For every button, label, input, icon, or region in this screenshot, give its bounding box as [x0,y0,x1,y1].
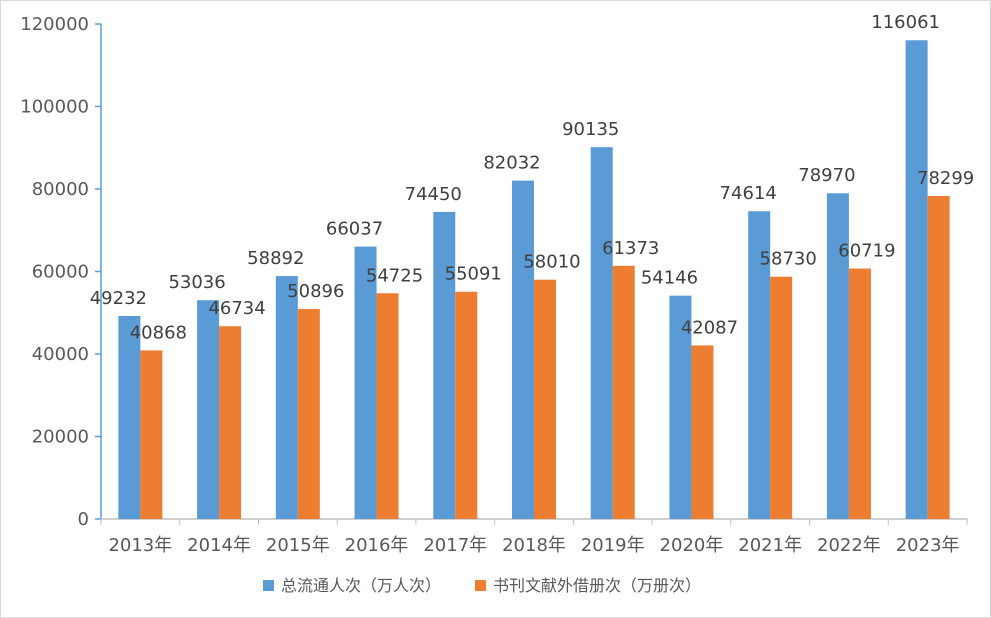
bar-total-circulation [590,147,613,520]
x-tick-label: 2019年 [581,535,645,556]
data-label: 50896 [287,281,344,302]
data-label: 46734 [208,298,265,319]
bar-books-borrowed [612,265,635,519]
data-label: 58892 [247,248,304,269]
data-label: 116061 [871,12,940,33]
bar-books-borrowed [455,291,478,519]
x-tick-label: 2023年 [896,535,960,556]
bar-books-borrowed [219,326,242,519]
bar-books-borrowed [140,350,163,519]
bar-books-borrowed [848,268,871,519]
legend-label: 总流通人次（万人次） [281,576,441,595]
data-label: 74614 [720,183,777,204]
bar-books-borrowed [376,293,399,519]
bar-total-circulation [512,180,534,520]
data-label: 40868 [130,322,187,343]
bar-total-circulation [433,211,456,520]
bar-books-borrowed [691,345,714,519]
data-label: 58010 [523,252,580,273]
y-axis: 0 20000 40000 60000 80000 100000 120000 [20,14,102,530]
bar-total-circulation [826,193,849,519]
y-tick-label: 60000 [32,262,89,283]
data-label: 53036 [168,272,225,293]
bar-total-circulation [354,246,377,519]
data-label: 90135 [562,119,619,140]
data-label: 78970 [798,165,855,186]
bar-books-borrowed [534,279,556,519]
data-label: 54725 [366,265,423,286]
x-tick-label: 2018年 [502,535,566,556]
y-tick-label: 120000 [20,14,89,35]
data-label: 66037 [326,219,383,240]
data-label: 78299 [917,168,974,189]
y-tick-label: 80000 [32,179,89,200]
data-label: 82032 [483,153,540,174]
legend: 总流通人次（万人次） 书刊文献外借册次（万册次） [263,576,701,595]
data-label: 61373 [602,238,659,259]
data-label: 60719 [838,241,895,262]
data-label: 74450 [405,184,462,205]
x-tick-label: 2022年 [817,535,881,556]
y-tick-label: 0 [78,509,89,530]
data-label: 55091 [445,264,502,285]
x-tick-label: 2017年 [423,535,487,556]
x-tick-label: 2016年 [345,535,409,556]
bar-total-circulation [748,211,771,519]
x-tick-label: 2014年 [187,535,251,556]
x-tick-label: 2020年 [660,535,724,556]
data-labels: 49232 53036 58892 66037 74450 82032 90135 54146… [90,12,975,343]
bar-books-borrowed [770,276,793,519]
legend-label: 书刊文献外借册次（万册次） [493,576,701,595]
bar-series [118,40,950,520]
bar-total-circulation [275,276,298,519]
x-tick-label: 2015年 [266,535,330,556]
bar-books-borrowed [297,309,320,519]
x-tick-label: 2013年 [108,535,172,556]
y-tick-label: 100000 [20,97,89,118]
bar-total-circulation [118,315,141,519]
y-tick-label: 20000 [32,427,89,448]
data-label: 49232 [90,288,147,309]
bar-total-circulation [197,300,220,519]
legend-swatch [475,580,486,591]
bar-total-circulation [669,295,692,519]
bar-books-borrowed [927,196,950,519]
data-label: 58730 [760,249,817,270]
legend-swatch [263,580,274,591]
bar-total-circulation [905,40,928,519]
y-tick-label: 40000 [32,344,89,365]
x-tick-label: 2021年 [738,535,802,556]
data-label: 54146 [641,268,698,289]
data-label: 42087 [681,317,738,338]
x-axis: 2013年 2014年 2015年 2016年 2017年 2018年 2019年 2020年… [100,518,968,556]
